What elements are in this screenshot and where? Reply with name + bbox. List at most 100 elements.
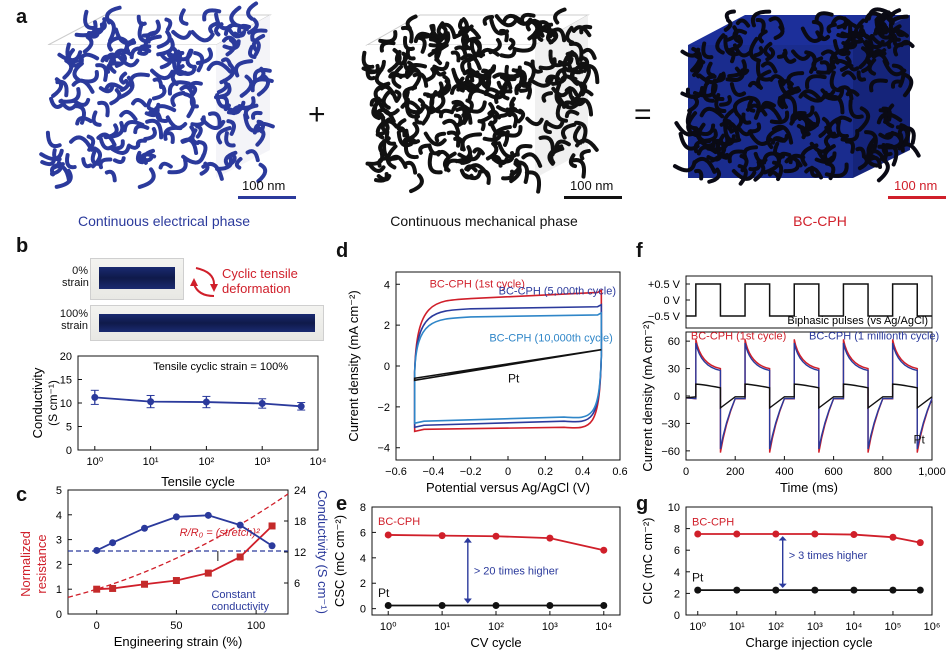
texture-stroke [384, 130, 397, 146]
chart-d-cv: −0.6 −0.4 −0.2 0 0.2 0.4 0.6 −4 −2 0 2 4 Potential v… [346, 271, 628, 495]
y-tick-label: 6 [360, 527, 366, 539]
texture-stroke [81, 157, 93, 169]
texture-stroke [233, 29, 247, 38]
texture-stroke [412, 72, 429, 88]
scale-bar-3 [888, 196, 946, 199]
texture-stroke [546, 119, 565, 130]
texture-stroke [857, 106, 871, 132]
legend-pt: Pt [508, 371, 520, 385]
texture-stroke [509, 161, 522, 184]
texture-stroke [460, 31, 470, 48]
scale-bar-2 [564, 196, 622, 199]
x-tick-label: 100 [247, 620, 265, 632]
texture-stroke [902, 72, 914, 98]
panel-label-c: c [16, 484, 28, 506]
texture-stroke [507, 111, 518, 129]
data-point [202, 398, 210, 406]
texture-stroke [496, 102, 515, 113]
y-tick-label-right: 24 [294, 485, 306, 497]
resistance-point [268, 522, 276, 530]
texture-stroke [805, 74, 827, 90]
series-line-BC-CPH [697, 533, 921, 544]
panel-label-g: g [636, 493, 649, 515]
pulse-level-label: −0.5 V [648, 311, 681, 323]
texture-stroke [741, 112, 752, 125]
y-tick-label-right: 12 [294, 547, 306, 559]
texture-stroke [438, 108, 454, 119]
x-tick-label: −0.2 [460, 466, 482, 478]
texture-stroke [246, 1, 259, 21]
texture-stroke [159, 52, 175, 62]
y-tick-label: 0 [674, 391, 680, 403]
texture-stroke [477, 119, 486, 132]
x-tick-label: 1,000 [918, 466, 946, 478]
texture-stroke [748, 36, 762, 63]
texture-stroke [498, 151, 515, 164]
y-tick-label: 0 [384, 361, 390, 373]
texture-stroke [827, 115, 844, 138]
texture-stroke [119, 71, 128, 85]
texture-stroke [451, 99, 467, 119]
texture-stroke [855, 146, 866, 159]
y-tick-label: 4 [384, 279, 390, 291]
texture-stroke [885, 131, 905, 153]
texture-stroke [541, 91, 554, 103]
data-point [600, 546, 608, 554]
texture-stroke [508, 37, 516, 51]
texture-stroke [869, 34, 894, 47]
texture-stroke [888, 8, 902, 25]
x-tick-label: 0.2 [538, 466, 553, 478]
texture-stroke [492, 125, 512, 146]
y-tick-label: 2 [384, 320, 390, 332]
texture-stroke [113, 48, 132, 59]
texture-stroke [553, 7, 567, 25]
y-tick-label: −30 [661, 418, 680, 430]
current-trace-3 [685, 383, 933, 410]
cv-loop-2 [413, 303, 603, 429]
texture-stroke [167, 80, 191, 96]
texture-stroke [508, 67, 522, 80]
conductivity-point [109, 539, 117, 547]
data-point [850, 531, 858, 539]
texture-stroke [554, 82, 569, 108]
texture-stroke [494, 14, 519, 28]
texture-stroke [694, 168, 704, 181]
x-tick-label: 10⁴ [595, 621, 612, 633]
texture-stroke [251, 110, 263, 120]
texture-stroke [513, 37, 537, 53]
pulse-waveform [686, 283, 932, 317]
texture-stroke [528, 75, 555, 88]
texture-stroke [513, 160, 530, 184]
y-tick-label: 60 [668, 336, 680, 348]
texture-stroke [128, 72, 150, 88]
texture-stroke [568, 153, 578, 169]
texture-stroke [848, 99, 864, 119]
data-point [850, 586, 858, 594]
y-tick-label: 6 [674, 545, 680, 557]
texture-stroke [221, 57, 233, 67]
legend-1st-cycle: BC-CPH (1st cycle) [691, 330, 786, 342]
x-tick-label: 400 [775, 466, 793, 478]
texture-stroke [800, 125, 811, 137]
y-tick-label-left: 0 [56, 609, 62, 621]
texture-stroke [49, 96, 64, 109]
texture-stroke [704, 74, 717, 86]
data-point [772, 530, 780, 538]
texture-stroke [878, 20, 888, 37]
constant-label-1: Constant [211, 589, 255, 601]
texture-stroke [497, 141, 520, 159]
texture-stroke [755, 18, 766, 33]
texture-stroke [696, 145, 718, 156]
texture-stroke [767, 170, 781, 179]
texture-stroke [404, 90, 420, 115]
texture-stroke [133, 124, 150, 135]
texture-stroke [692, 53, 704, 78]
texture-stroke [757, 104, 782, 121]
x-tick-label: 10¹ [434, 621, 450, 633]
y-tick-label: −60 [661, 446, 680, 458]
texture-stroke [196, 139, 208, 158]
texture-stroke [427, 152, 443, 175]
strain-100-label: 100% [59, 308, 88, 320]
arrow-head-down [778, 583, 787, 588]
texture-stroke [382, 139, 399, 161]
